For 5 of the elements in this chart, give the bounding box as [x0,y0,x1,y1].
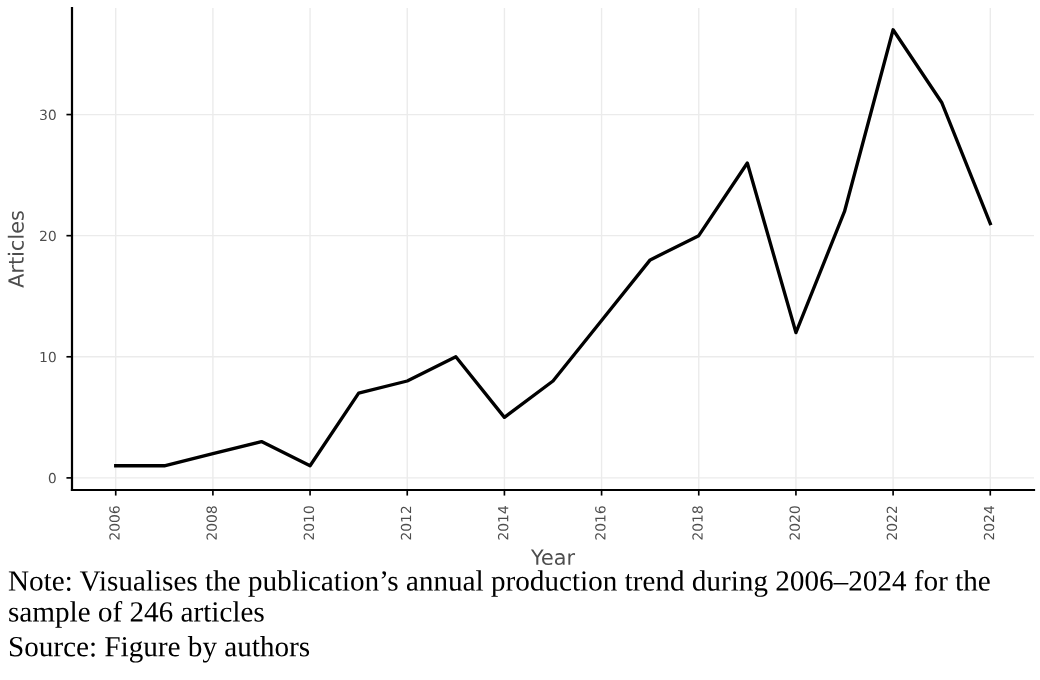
y-axis-title: Articles [7,211,24,288]
x-axis-title: Year [530,549,576,566]
source-note: Source: Figure by authors [9,636,310,663]
line-series [114,28,992,468]
text: Note: Visualises the publication’s annual production trend during 2006–2024 for the sample of 246 articles [8,570,990,628]
